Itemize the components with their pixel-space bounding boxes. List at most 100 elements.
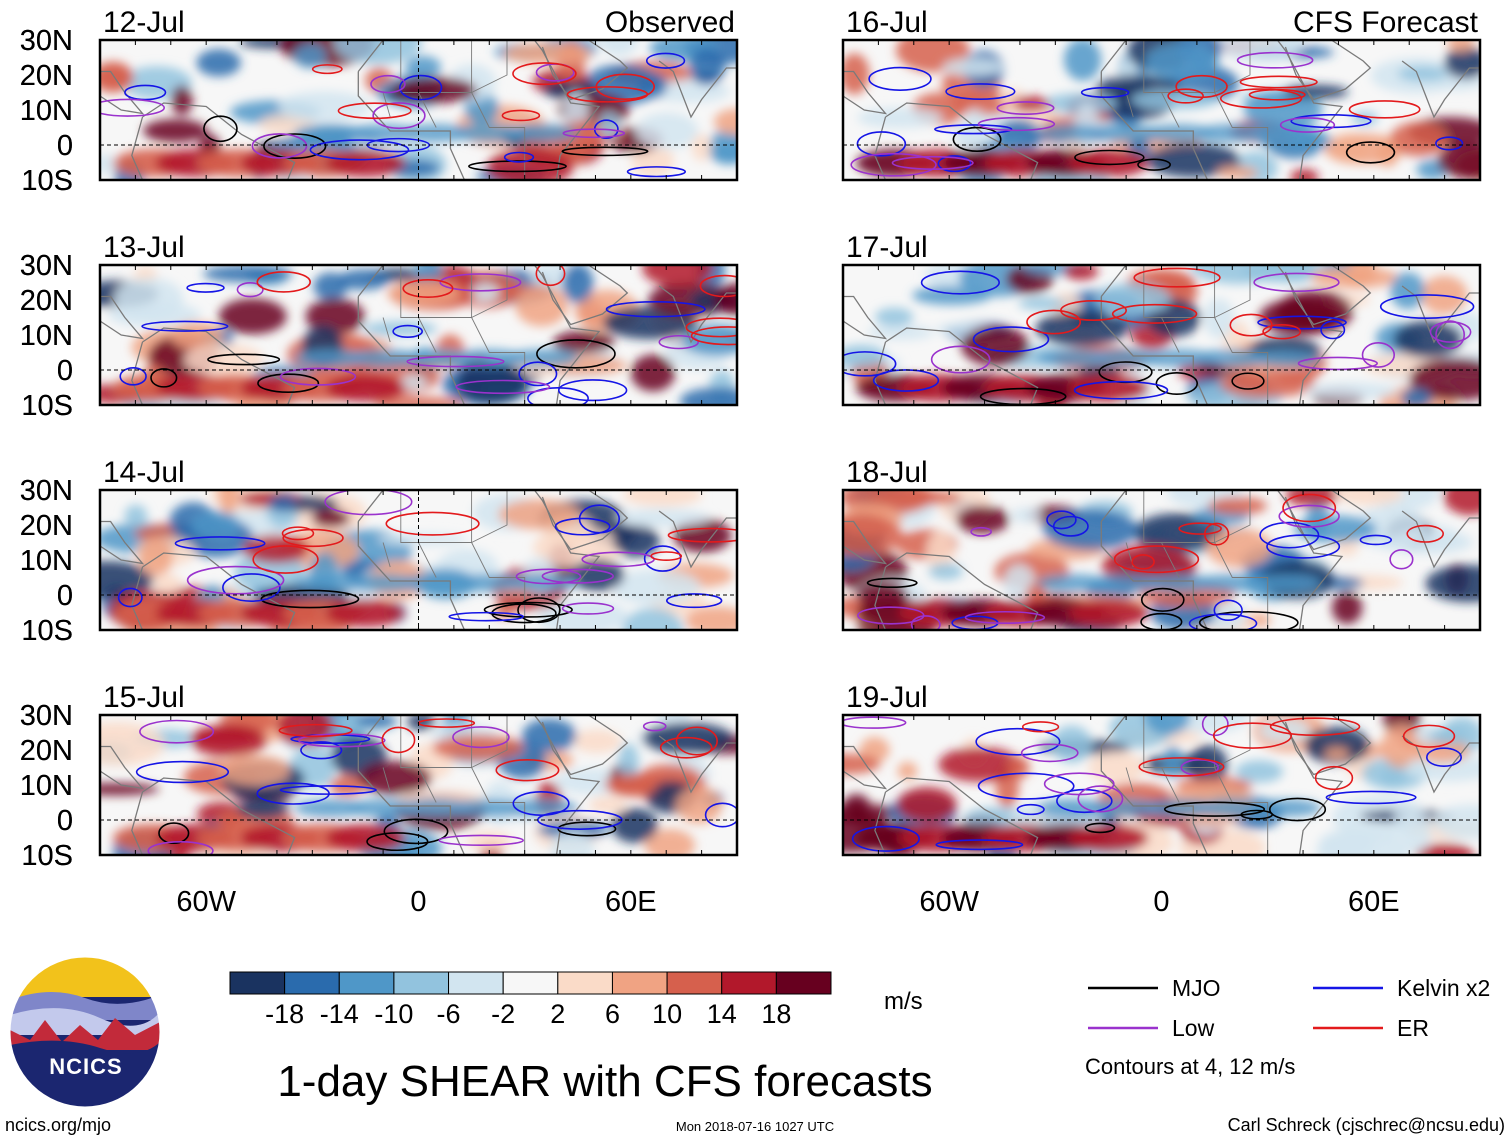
country-border	[1143, 715, 1216, 768]
shear-shading	[100, 40, 737, 180]
colorbar-label: -18	[265, 999, 304, 1029]
lat-tick-label: 10S	[21, 840, 73, 872]
colorbar-swatch	[666, 971, 723, 995]
lat-tick-label: 30N	[20, 250, 73, 282]
arabia-coast	[541, 265, 629, 326]
logo-base	[10, 1040, 160, 1107]
country-border	[1214, 317, 1269, 405]
colorbar-swatch	[284, 971, 340, 995]
lon-tick-label: 0	[410, 886, 426, 918]
shear-cell	[1304, 726, 1370, 765]
central-america-coast	[843, 745, 888, 790]
lat-tick-label: 0	[57, 580, 73, 612]
shear-cell	[217, 754, 291, 786]
low-contour	[658, 334, 700, 350]
africa-coast	[357, 40, 601, 180]
panel-date: 14-Jul	[103, 456, 185, 489]
africa-coast	[1100, 40, 1344, 180]
low-contour	[1361, 341, 1396, 368]
er-contour	[1113, 545, 1200, 574]
colorbar-label: 10	[652, 999, 682, 1029]
south-america-coast	[874, 552, 1039, 630]
kelvin-contour	[1052, 515, 1089, 537]
shear-cell	[673, 518, 732, 553]
lon-tick-label: 60W	[919, 886, 979, 918]
lon-tick-label: 60E	[605, 886, 657, 918]
shear-cell	[114, 277, 184, 320]
shear-cell	[337, 269, 390, 291]
shear-cell	[1217, 166, 1259, 180]
lat-tick-label: 10S	[21, 840, 73, 872]
shear-cell	[515, 285, 568, 327]
shear-cell	[572, 729, 622, 754]
footer-credit: Carl Schreck (cjschrec@ncsu.edu)	[1228, 1115, 1505, 1135]
er-contour	[1212, 722, 1293, 749]
shear-cell	[278, 91, 371, 122]
lat-tick-label: 0	[57, 130, 73, 162]
shear-cell	[1249, 574, 1322, 592]
legend-label: MJO	[1172, 975, 1221, 1001]
colorbar-label: -14	[320, 999, 359, 1029]
country-border	[400, 40, 473, 93]
kelvin-contour	[174, 536, 266, 551]
mjo-contour	[158, 822, 190, 845]
er-contour	[256, 271, 311, 293]
shear-cell	[1144, 715, 1191, 736]
colorbar-label: 18	[761, 999, 791, 1029]
country-border	[1161, 767, 1180, 803]
mjo-contour	[1155, 372, 1199, 395]
shear-cell	[325, 599, 406, 627]
mjo-contour	[1345, 141, 1396, 164]
colorbar-label: -2	[491, 999, 515, 1029]
lat-tick-label: 20N	[20, 285, 73, 317]
kelvin-contour	[186, 282, 225, 293]
low-contour	[1429, 321, 1472, 343]
mjo-contour	[1137, 158, 1171, 171]
mjo-contour	[866, 577, 918, 589]
shear-cell	[502, 42, 593, 65]
shear-cell	[570, 559, 625, 592]
india-coast	[658, 40, 737, 119]
kelvin-contour	[972, 326, 1050, 353]
coastlines	[843, 265, 1480, 405]
kelvin-contour	[868, 66, 932, 91]
low-contour	[561, 602, 615, 615]
india-coast	[658, 490, 737, 569]
lat-tick-label: 0	[57, 355, 73, 387]
shear-cell	[521, 718, 577, 753]
shear-cell	[453, 574, 526, 592]
mjo-contour	[203, 115, 238, 143]
shear-cell	[347, 799, 420, 817]
er-contour	[1262, 323, 1302, 340]
shear-cell	[1375, 139, 1400, 168]
south-america-coast	[131, 327, 296, 405]
shear-cell	[1196, 574, 1269, 592]
central-america-coast	[100, 520, 145, 565]
mjo-contour	[557, 821, 617, 837]
logo-ring	[9, 956, 161, 1108]
mjo-contour	[1198, 610, 1299, 630]
er-contour	[1406, 524, 1444, 543]
country-border	[471, 92, 526, 180]
low-contour	[1253, 272, 1340, 293]
shear-cell	[1145, 43, 1219, 81]
lat-tick-label: 0	[57, 805, 73, 837]
shear-cell	[1335, 490, 1404, 506]
er-contour	[252, 545, 319, 574]
low-contour	[279, 367, 357, 386]
low-contour	[452, 726, 510, 749]
kelvin-contour	[518, 361, 558, 387]
panel-date: 18-Jul	[846, 456, 928, 489]
arabia-coast	[541, 40, 629, 101]
shear-cell	[589, 796, 627, 814]
panel-date: 13-Jul	[103, 231, 185, 264]
india-coast	[658, 715, 737, 794]
er-contour	[650, 551, 683, 562]
colorbar: -18 -14 -10 -6 -2 2 6 10 14 18 m/s	[229, 971, 923, 1029]
shear-cell	[1425, 565, 1480, 603]
country-border	[1143, 265, 1216, 318]
shear-cell	[1196, 349, 1269, 367]
